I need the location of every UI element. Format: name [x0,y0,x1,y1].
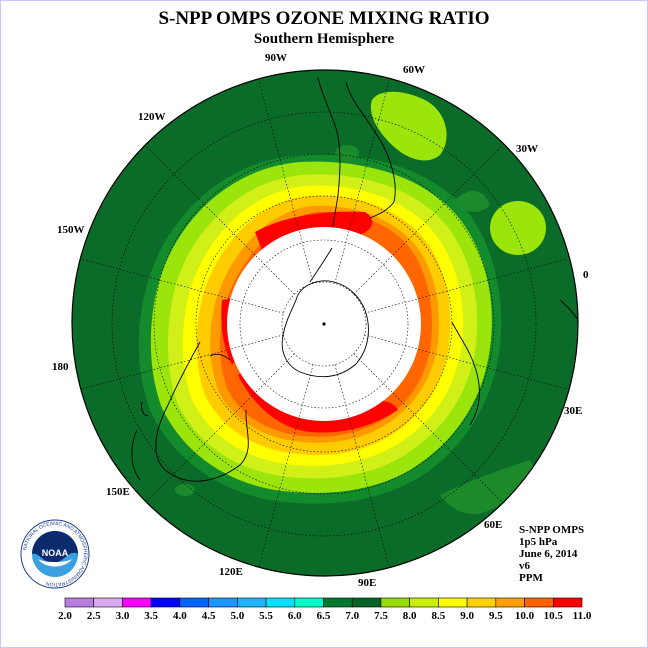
meridian-line [364,334,568,390]
map-title: S-NPP OMPS OZONE MIXING RATIO [158,8,490,29]
info-units: PPM [519,572,543,584]
ozone-patch-indian [440,460,533,515]
info-instrument: S-NPP OMPS [519,524,585,536]
meridian-line [364,258,568,314]
meridian-line [80,258,284,314]
ozone-patch-indian-2 [455,190,490,212]
ozone-patch-south-atlantic [490,201,546,255]
info-version: v6 [519,560,530,572]
meridian-line [353,145,503,295]
ozone-patch-atlantic [370,91,447,161]
logo-name: NOAA [42,548,69,558]
lon-label-60w: 60W [403,64,425,76]
ozone-patch-pacific [175,484,195,496]
info-box: S-NPP OMPS 1p5 hPa June 6, 2014 v6 PPM [519,524,584,584]
info-pressure: 1p5 hPa [519,536,558,548]
info-date: June 6, 2014 [519,548,578,560]
lon-label-90w: 90W [265,52,287,64]
meridian-line [145,145,295,295]
lon-label-30w: 30W [516,143,538,155]
meridian-line [334,364,390,568]
lon-label-150w: 150W [57,224,85,236]
ozone-band-10p5-south [238,370,398,433]
pole-marker [322,322,326,326]
graticule [111,111,537,537]
lon-label-120e: 120E [219,566,243,578]
lon-label-90e: 90E [358,577,376,589]
lon-label-150e: 150E [106,486,130,498]
meridians [80,80,568,568]
meridian-line [80,334,284,390]
map-subtitle: Southern Hemisphere [253,31,395,47]
lon-label-180: 180 [52,361,69,373]
lon-label-0: 0 [583,269,589,281]
meridian-line [353,353,503,503]
meridian-line [145,353,295,503]
lon-label-120w: 120W [138,111,166,123]
noaa-logo: NATIONAL OCEANIC AND ATMOSPHERIC ADMINIS… [20,519,90,589]
ozone-patch-small [335,145,359,161]
lon-label-60e: 60E [484,519,502,531]
lon-label-30e: 30E [564,405,582,417]
map-boundary [71,69,579,577]
meridian-line [334,80,390,284]
meridian-line [258,364,314,568]
meridian-line [258,80,314,284]
